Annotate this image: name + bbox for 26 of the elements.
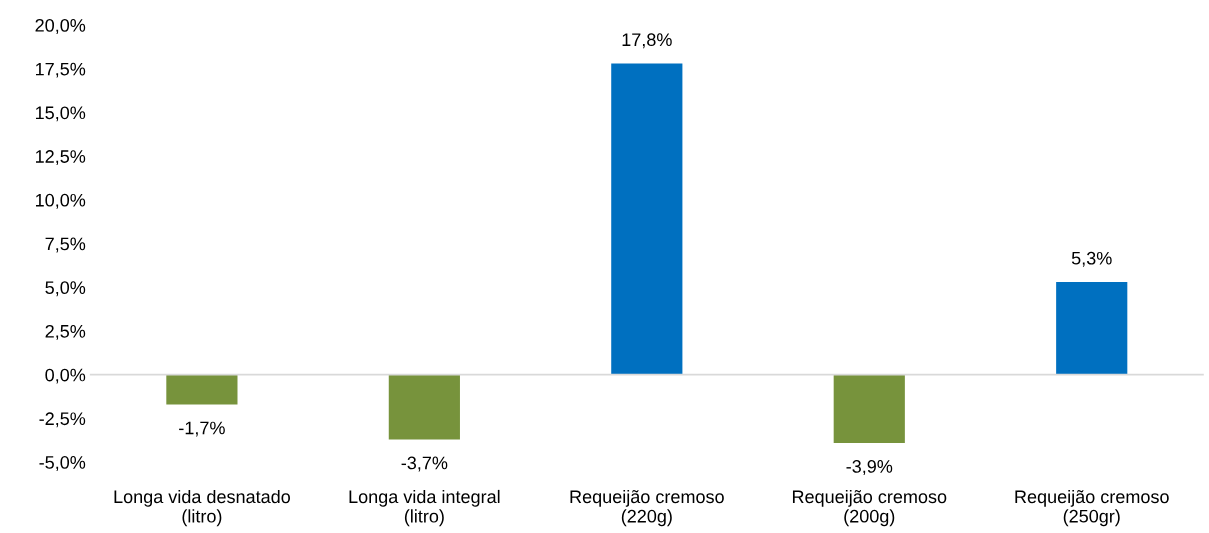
y-tick-label: 15,0% (36, 106, 86, 122)
data-label: 17,8% (622, 33, 672, 49)
y-tick-label: 10,0% (36, 193, 86, 209)
x-tick-label: Requeijão cremoso (250gr) (1015, 489, 1169, 527)
y-tick-label: -5,0% (39, 456, 86, 471)
x-tick-label: Longa vida integral (litro) (349, 489, 500, 527)
y-tick-label: 5,0% (45, 281, 86, 297)
bar (166, 374, 238, 405)
bar (611, 63, 683, 375)
y-tick-label: 7,5% (45, 237, 86, 253)
data-label: -3,9% (846, 460, 893, 475)
data-label: -1,7% (179, 421, 225, 437)
x-tick-label: Longa vida desnatado (litro) (114, 489, 290, 527)
bar (1056, 282, 1128, 375)
x-tick-label: Requeijão cremoso (200g) (792, 489, 947, 527)
data-label: -3,7% (401, 456, 448, 472)
x-tick-label: Requeijão cremoso (220g) (570, 489, 724, 527)
y-tick-label: 17,5% (36, 62, 86, 78)
data-label: 5,3% (1071, 251, 1112, 267)
bar (833, 374, 905, 443)
y-tick-label: 20,0% (35, 18, 86, 34)
y-tick-label: 2,5% (45, 324, 86, 340)
y-tick-label: -2,5% (39, 412, 86, 428)
bar (388, 374, 460, 440)
y-tick-label: 12,5% (36, 150, 86, 166)
y-tick-label: 0,0% (45, 368, 86, 384)
